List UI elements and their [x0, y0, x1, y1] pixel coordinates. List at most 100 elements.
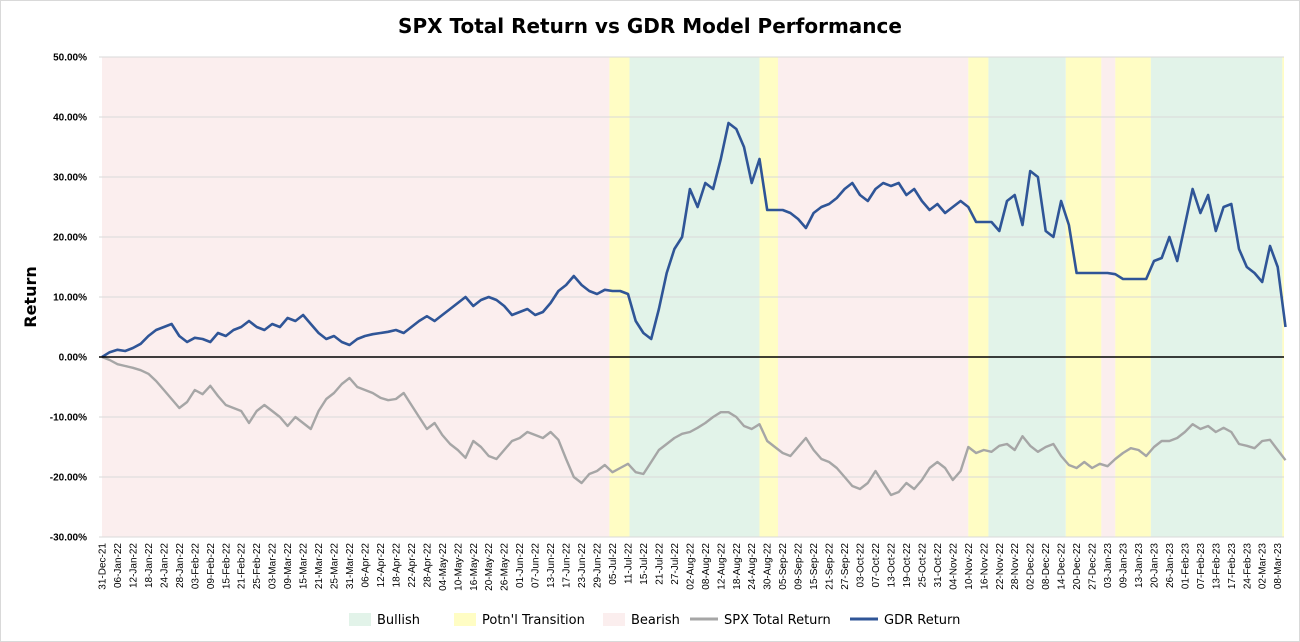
x-tick-label: 17-Feb-23	[1227, 543, 1238, 590]
x-tick-label: 04-May-22	[438, 543, 449, 591]
x-tick-label: 02-Mar-23	[1258, 543, 1269, 590]
series-line-gdr-return	[101, 121, 1287, 359]
x-tick-label: 06-Jan-22	[113, 543, 124, 588]
x-tick-label: 14-Dec-22	[1057, 543, 1068, 590]
x-tick-label: 03-Jan-23	[1103, 543, 1114, 588]
x-tick-label: 27-Jul-22	[670, 543, 681, 585]
x-tick-label: 02-Aug-22	[685, 543, 696, 590]
series-lines	[99, 121, 1287, 497]
x-tick-label: 31-Oct-22	[933, 543, 944, 588]
x-tick-label: 12-Apr-22	[376, 543, 387, 588]
chart-title: SPX Total Return vs GDR Model Performanc…	[398, 14, 902, 38]
x-tick-label: 28-Apr-22	[422, 543, 433, 588]
x-tick-label: 18-Jan-22	[144, 543, 155, 588]
x-tick-label: 09-Jan-23	[1119, 543, 1130, 588]
x-tick-label: 07-Jun-22	[531, 543, 542, 588]
x-tick-label: 08-Aug-22	[701, 543, 712, 590]
y-tick-label: 30.00%	[53, 173, 87, 184]
legend-swatch	[454, 613, 476, 626]
x-tick-label: 02-Dec-22	[1026, 543, 1037, 590]
x-tick-label: 15-Mar-22	[299, 543, 310, 590]
x-tick-label: 08-Mar-23	[1273, 543, 1284, 590]
x-tick-label: 01-Feb-23	[1180, 543, 1191, 590]
x-tick-label: 10-Nov-22	[964, 543, 975, 590]
y-tick-label: -30.00%	[50, 533, 87, 544]
legend-swatch	[349, 613, 371, 626]
x-tick-label: 15-Sep-22	[809, 543, 820, 590]
y-axis-label: Return	[21, 266, 40, 328]
series-line-spx-total-return	[101, 355, 1287, 497]
x-tick-label: 24-Aug-22	[747, 543, 758, 590]
x-tick-label: 03-Feb-22	[190, 543, 201, 590]
y-tick-label: 40.00%	[53, 113, 87, 124]
x-tick-label: 01-Jun-22	[515, 543, 526, 588]
x-tick-label: 25-Mar-22	[330, 543, 341, 590]
x-tick-label: 29-Jun-22	[593, 543, 604, 588]
legend-swatch	[603, 613, 625, 626]
x-tick-label: 24-Feb-23	[1242, 543, 1253, 590]
x-tick-label: 18-Aug-22	[732, 543, 743, 590]
x-tick-label: 26-Jan-23	[1165, 543, 1176, 588]
x-tick-label: 30-Aug-22	[763, 543, 774, 590]
x-axis-ticks: 31-Dec-21 06-Jan-22 12-Jan-22 18-Jan-22 24-J…	[98, 543, 1285, 591]
x-tick-label: 20-May-22	[484, 543, 495, 591]
legend-item-1: Potn'l Transition	[454, 613, 585, 628]
x-tick-label: 12-Aug-22	[716, 543, 727, 590]
legend-item-0: Bullish	[349, 613, 420, 628]
legend-item-2: Bearish	[603, 613, 680, 628]
y-tick-label: -20.00%	[50, 473, 87, 484]
x-tick-label: 08-Dec-22	[1041, 543, 1052, 590]
x-tick-label: 25-Feb-22	[252, 543, 263, 590]
y-tick-label: -10.00%	[50, 413, 87, 424]
x-tick-label: 09-Feb-22	[206, 543, 217, 590]
x-tick-label: 22-Nov-22	[995, 543, 1006, 590]
x-tick-label: 16-Nov-22	[979, 543, 990, 590]
x-tick-label: 25-Oct-22	[917, 543, 928, 588]
x-tick-label: 28-Jan-22	[175, 543, 186, 588]
x-tick-label: 21-Mar-22	[314, 543, 325, 590]
legend-label: Potn'l Transition	[482, 613, 585, 628]
x-tick-label: 27-Dec-22	[1088, 543, 1099, 590]
x-tick-label: 16-May-22	[469, 543, 480, 591]
x-tick-label: 13-Feb-23	[1211, 543, 1222, 590]
y-tick-label: 20.00%	[53, 233, 87, 244]
x-tick-label: 05-Sep-22	[778, 543, 789, 590]
x-tick-label: 09-Sep-22	[794, 543, 805, 590]
x-tick-label: 13-Oct-22	[887, 543, 898, 588]
x-tick-label: 15-Feb-22	[221, 543, 232, 590]
x-tick-label: 10-May-22	[453, 543, 464, 591]
legend-label: Bullish	[377, 613, 420, 628]
x-tick-label: 15-Jul-22	[639, 543, 650, 585]
x-tick-label: 17-Jun-22	[562, 543, 573, 588]
x-tick-label: 23-Jun-22	[577, 543, 588, 588]
x-tick-label: 13-Jan-23	[1134, 543, 1145, 588]
legend-label: GDR Return	[884, 613, 960, 628]
x-tick-label: 21-Jul-22	[654, 543, 665, 585]
x-tick-label: 19-Oct-22	[902, 543, 913, 588]
x-tick-label: 03-Oct-22	[856, 543, 867, 588]
x-tick-label: 24-Jan-22	[159, 543, 170, 588]
legend-label: Bearish	[631, 613, 680, 628]
gridlines	[99, 56, 1284, 538]
y-axis-ticks: 50.00% 40.00% 30.00% 20.00% 10.00% 0.00% -10.0…	[50, 53, 87, 544]
x-tick-label: 22-Apr-22	[407, 543, 418, 588]
x-tick-label: 28-Nov-22	[1010, 543, 1021, 590]
x-tick-label: 18-Apr-22	[391, 543, 402, 588]
x-tick-label: 21-Feb-22	[237, 543, 248, 590]
legend: Bullish Potn'l Transition Bearish SPX Total…	[349, 613, 960, 628]
x-tick-label: 12-Jan-22	[128, 543, 139, 588]
x-tick-label: 27-Sep-22	[840, 543, 851, 590]
x-tick-label: 26-May-22	[500, 543, 511, 591]
x-tick-label: 20-Dec-22	[1072, 543, 1083, 590]
legend-item-4: GDR Return	[850, 613, 960, 628]
y-tick-label: 10.00%	[53, 293, 87, 304]
x-tick-label: 06-Apr-22	[361, 543, 372, 588]
x-tick-label: 13-Jun-22	[546, 543, 557, 588]
x-tick-label: 07-Feb-23	[1196, 543, 1207, 590]
legend-item-3: SPX Total Return	[690, 613, 831, 628]
x-tick-label: 07-Oct-22	[871, 543, 882, 588]
x-tick-label: 20-Jan-23	[1150, 543, 1161, 588]
y-tick-label: 0.00%	[59, 353, 87, 364]
